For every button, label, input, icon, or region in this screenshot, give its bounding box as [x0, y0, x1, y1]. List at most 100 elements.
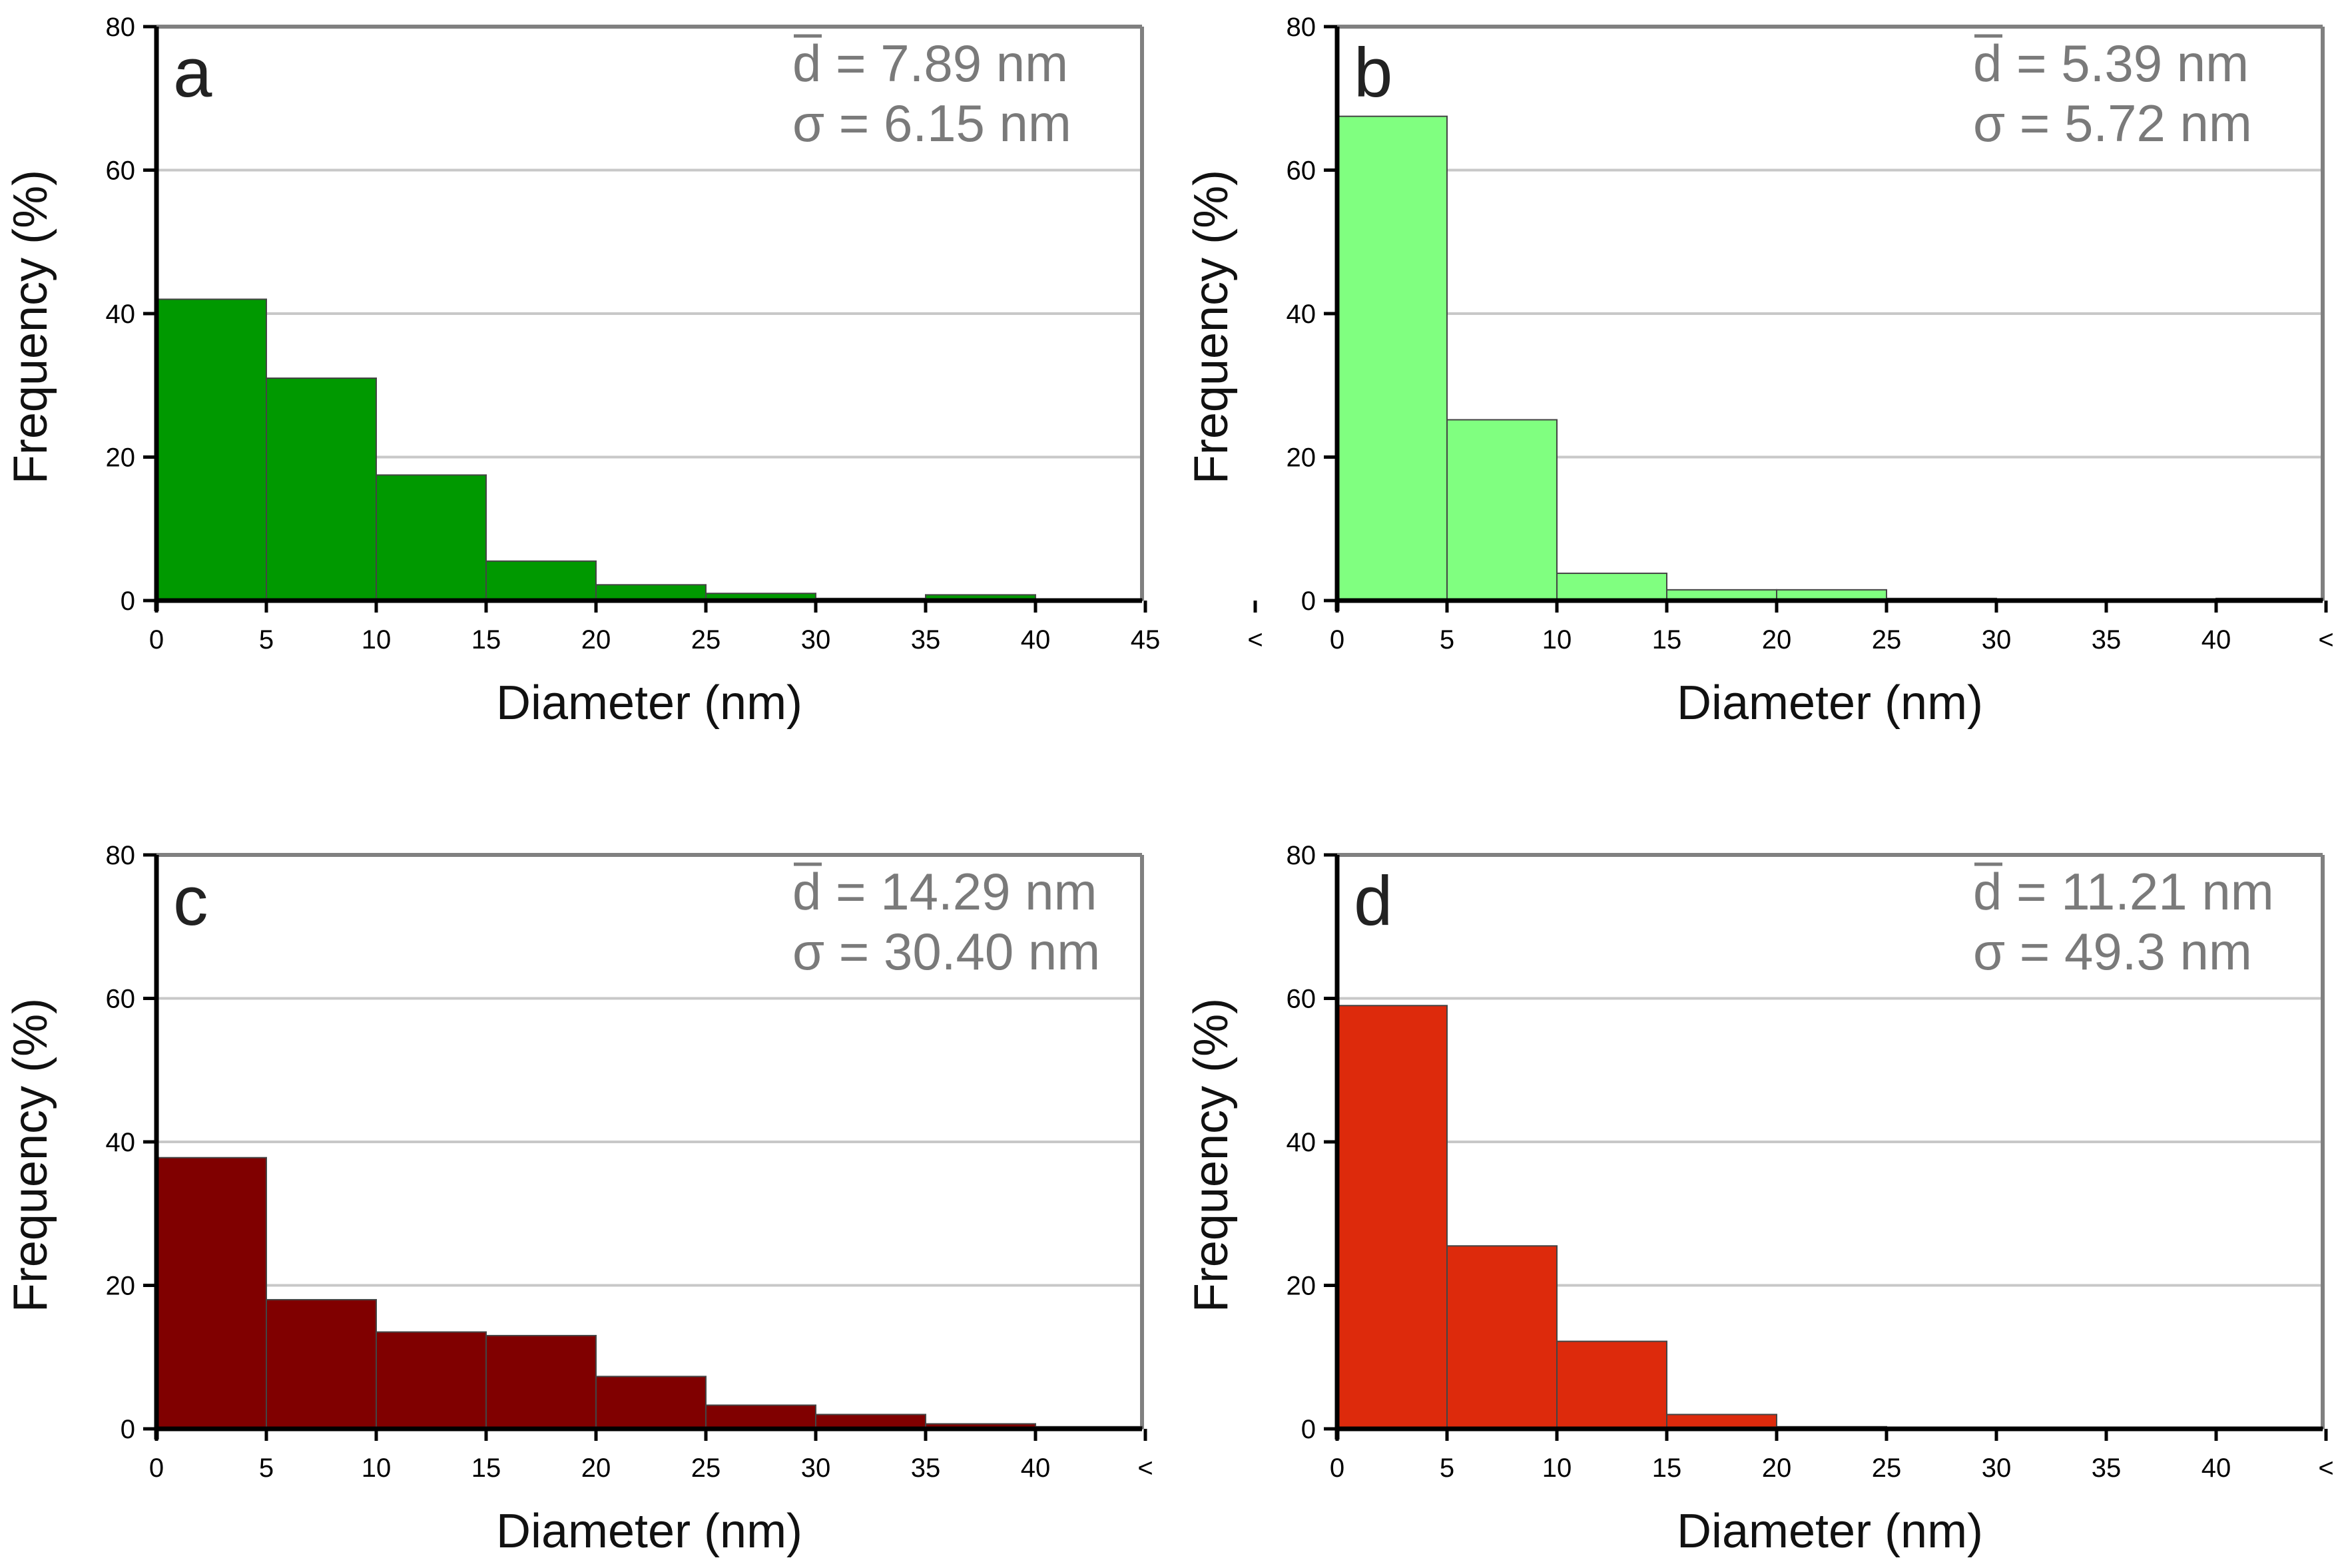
panel-b: 0 20 40 60 80 0 5 10 15 20 25 30 35 40 < Diameter (nm) F… [1185, 13, 2334, 730]
y-tick-label: 40 [1287, 300, 1316, 329]
std-dev-label: σ = 5.72 nm [1973, 94, 2252, 152]
y-tick-label: 60 [1287, 156, 1316, 186]
y-tick-label: 20 [1287, 443, 1316, 473]
histogram-bar [266, 1299, 377, 1430]
y-tick-label: 0 [1301, 587, 1316, 616]
histogram-bar [1556, 573, 1667, 601]
x-tick-label: 15 [471, 625, 501, 654]
x-tick-label: 40 [2201, 1453, 2231, 1483]
histogram-bar [1446, 419, 1558, 601]
x-tick-label: 15 [1652, 1453, 1682, 1483]
x-tick-label: 35 [911, 1453, 941, 1483]
y-tick-label: 80 [106, 841, 136, 870]
histogram-bar [1446, 1245, 1558, 1430]
x-axis-title: Diameter (nm) [496, 1505, 802, 1558]
x-tick-label: < [2318, 625, 2333, 654]
y-tick-label: 80 [1287, 13, 1316, 42]
x-axis-title: Diameter (nm) [1677, 676, 1983, 730]
mean-diameter-label: d = 14.29 nm [792, 862, 1097, 921]
x-tick-label: 15 [1652, 625, 1682, 654]
x-tick-label: 10 [362, 1453, 392, 1483]
x-tick-label: 35 [2092, 625, 2122, 654]
x-tick-label: 40 [1021, 1453, 1051, 1483]
panel-label: d [1354, 862, 1392, 940]
panel-label: a [173, 34, 212, 112]
mean-diameter-label: d = 11.21 nm [1973, 862, 2274, 921]
x-tick-label: 25 [691, 1453, 721, 1483]
x-tick-label: 0 [1330, 1453, 1344, 1483]
x-tick-label: 30 [1982, 625, 2012, 654]
x-tick-label: 20 [1762, 1453, 1792, 1483]
x-tick-label: < [1137, 1453, 1153, 1483]
y-axis-title: Frequency (%) [4, 170, 57, 484]
x-axis-title: Diameter (nm) [1677, 1505, 1983, 1558]
x-tick-label: 30 [1982, 1453, 2012, 1483]
x-tick-label: 20 [1762, 625, 1792, 654]
x-tick-label: 25 [691, 625, 721, 654]
mean-diameter-label: d = 7.89 nm [792, 34, 1068, 93]
y-tick-label: 60 [1287, 985, 1316, 1014]
y-axis-title: Frequency (%) [1185, 170, 1238, 484]
y-tick-label: 0 [121, 587, 135, 616]
y-tick-label: 20 [1287, 1272, 1316, 1301]
histogram-bar [705, 1404, 816, 1430]
panel-a: 0 20 40 60 80 0 5 10 15 20 25 30 35 40 45 < Diameter (nm… [4, 13, 1263, 730]
y-tick-label: 80 [1287, 841, 1316, 870]
histogram-bar [156, 298, 267, 601]
histogram-bar [156, 1157, 267, 1430]
x-tick-label: 5 [1440, 625, 1454, 654]
histogram-bar [376, 474, 487, 601]
x-axis-title: Diameter (nm) [496, 676, 802, 730]
std-dev-label: σ = 6.15 nm [792, 94, 1071, 152]
x-tick-label: 40 [2201, 625, 2231, 654]
panel-c: 0 20 40 60 80 0 5 10 15 20 25 30 35 40 < Diameter (nm) F… [4, 841, 1153, 1558]
histogram-bar [595, 1376, 707, 1430]
panel-d: 0 20 40 60 80 0 5 10 15 20 25 30 35 40 < Diameter (nm) F… [1185, 841, 2334, 1558]
x-tick-label: 30 [801, 625, 831, 654]
y-tick-label: 40 [106, 300, 136, 329]
y-axis-title: Frequency (%) [1185, 998, 1238, 1312]
x-tick-label: 40 [1021, 625, 1051, 654]
y-tick-label: 60 [106, 156, 136, 186]
x-tick-label: 5 [259, 1453, 274, 1483]
mean-diameter-label: d = 5.39 nm [1973, 34, 2249, 93]
x-tick-label: 5 [1440, 1453, 1454, 1483]
x-tick-label: 10 [1542, 625, 1572, 654]
x-tick-label: < [2318, 1453, 2333, 1483]
x-tick-label: 20 [581, 1453, 611, 1483]
y-tick-label: 20 [106, 443, 136, 473]
panel-label: b [1354, 34, 1392, 112]
x-tick-label: 0 [1330, 625, 1344, 654]
histogram-bar [1556, 1340, 1667, 1430]
std-dev-label: σ = 30.40 nm [792, 922, 1100, 981]
panel-label: c [173, 862, 208, 940]
y-tick-label: 40 [106, 1128, 136, 1157]
x-tick-label: 15 [471, 1453, 501, 1483]
y-tick-label: 40 [1287, 1128, 1316, 1157]
x-tick-label: 45 [1131, 625, 1161, 654]
x-tick-label: 0 [149, 625, 164, 654]
histogram-bar [376, 1331, 487, 1430]
x-tick-label: 10 [1542, 1453, 1572, 1483]
y-tick-label: 0 [121, 1415, 135, 1444]
y-tick-label: 80 [106, 13, 136, 42]
x-tick-label: 30 [801, 1453, 831, 1483]
histogram-bar [485, 1334, 597, 1430]
std-dev-label: σ = 49.3 nm [1973, 922, 2252, 981]
y-axis-title: Frequency (%) [4, 998, 57, 1312]
y-tick-label: 0 [1301, 1415, 1316, 1444]
histogram-bar [1336, 1005, 1448, 1430]
x-tick-label: 5 [259, 625, 274, 654]
histogram-bar [266, 377, 377, 601]
histogram-bar [1336, 115, 1448, 601]
x-tick-label: 25 [1872, 625, 1902, 654]
y-tick-label: 60 [106, 985, 136, 1014]
histogram-bar [485, 560, 597, 601]
x-tick-label: 35 [2092, 1453, 2122, 1483]
x-tick-label: 0 [149, 1453, 164, 1483]
x-tick-label: 25 [1872, 1453, 1902, 1483]
x-tick-label: < [1247, 625, 1263, 654]
x-tick-label: 10 [362, 625, 392, 654]
x-tick-label: 35 [911, 625, 941, 654]
